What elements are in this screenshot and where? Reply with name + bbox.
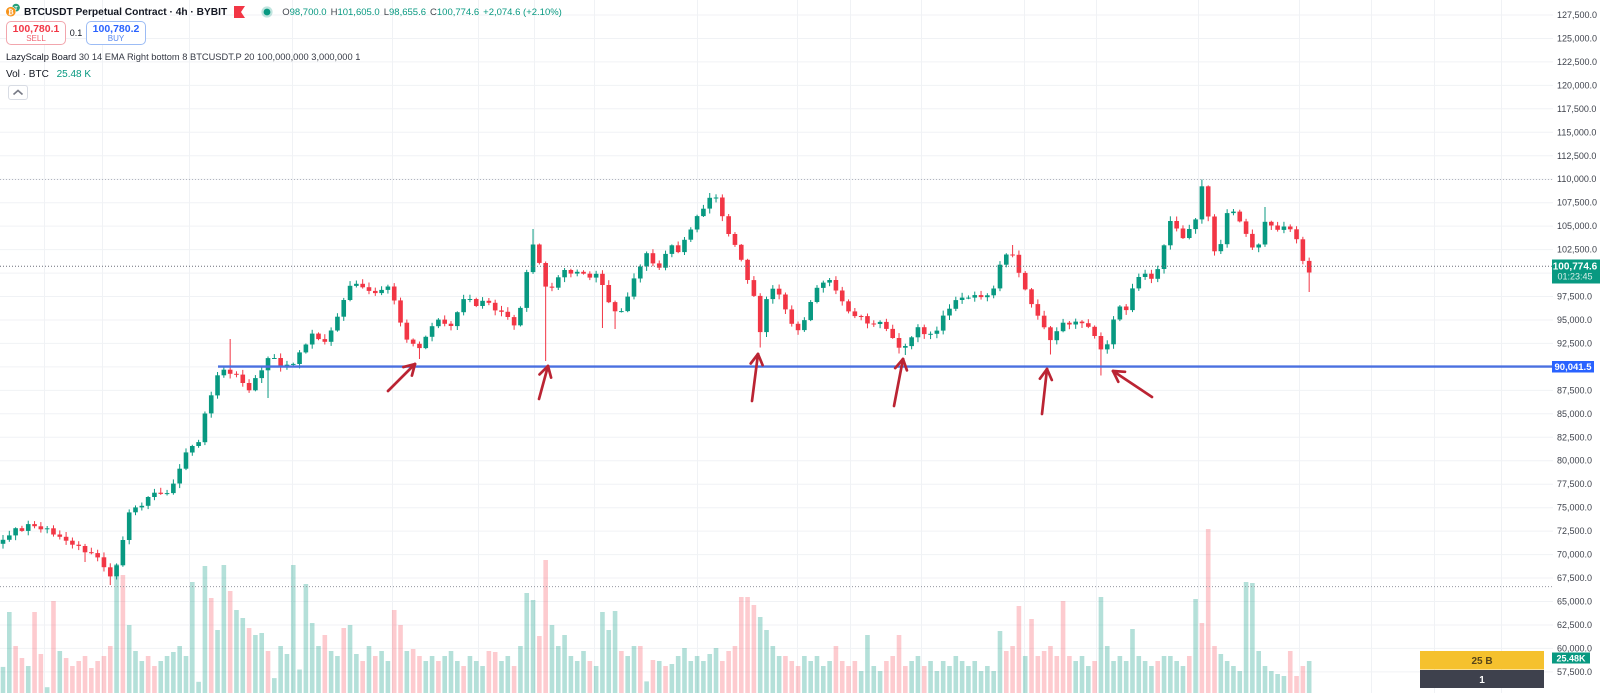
- svg-text:62,500.0: 62,500.0: [1557, 620, 1592, 630]
- svg-text:25.48K: 25.48K: [1556, 653, 1586, 663]
- svg-text:67,500.0: 67,500.0: [1557, 573, 1592, 583]
- svg-text:105,000.0: 105,000.0: [1557, 221, 1597, 231]
- svg-text:77,500.0: 77,500.0: [1557, 479, 1592, 489]
- svg-text:97,500.0: 97,500.0: [1557, 292, 1592, 302]
- svg-text:80,000.0: 80,000.0: [1557, 456, 1592, 466]
- svg-text:70,000.0: 70,000.0: [1557, 550, 1592, 560]
- svg-text:115,000.0: 115,000.0: [1557, 127, 1596, 137]
- svg-text:57,500.0: 57,500.0: [1557, 667, 1592, 677]
- svg-text:92,500.0: 92,500.0: [1557, 338, 1592, 348]
- svg-text:102,500.0: 102,500.0: [1557, 245, 1597, 255]
- svg-text:112,500.0: 112,500.0: [1557, 151, 1596, 161]
- svg-text:125,000.0: 125,000.0: [1557, 34, 1597, 44]
- svg-text:85,000.0: 85,000.0: [1557, 409, 1592, 419]
- svg-text:1: 1: [1479, 675, 1485, 686]
- svg-text:122,500.0: 122,500.0: [1557, 57, 1597, 67]
- svg-text:107,500.0: 107,500.0: [1557, 198, 1597, 208]
- svg-text:120,000.0: 120,000.0: [1557, 80, 1597, 90]
- svg-text:100,774.6: 100,774.6: [1553, 262, 1598, 273]
- svg-text:95,000.0: 95,000.0: [1557, 315, 1592, 325]
- svg-text:117,500.0: 117,500.0: [1557, 104, 1596, 114]
- svg-text:25 B: 25 B: [1471, 656, 1492, 667]
- svg-text:72,500.0: 72,500.0: [1557, 526, 1592, 536]
- svg-text:60,000.0: 60,000.0: [1557, 643, 1592, 653]
- svg-text:90,041.5: 90,041.5: [1555, 362, 1593, 373]
- svg-text:127,500.0: 127,500.0: [1557, 10, 1597, 20]
- svg-text:75,000.0: 75,000.0: [1557, 503, 1592, 513]
- svg-text:₿: ₿: [8, 8, 14, 16]
- svg-text:01:23:45: 01:23:45: [1557, 272, 1592, 282]
- svg-text:T: T: [14, 6, 18, 12]
- svg-text:110,000.0: 110,000.0: [1557, 174, 1596, 184]
- svg-text:82,500.0: 82,500.0: [1557, 432, 1592, 442]
- svg-text:87,500.0: 87,500.0: [1557, 385, 1592, 395]
- svg-text:65,000.0: 65,000.0: [1557, 597, 1592, 607]
